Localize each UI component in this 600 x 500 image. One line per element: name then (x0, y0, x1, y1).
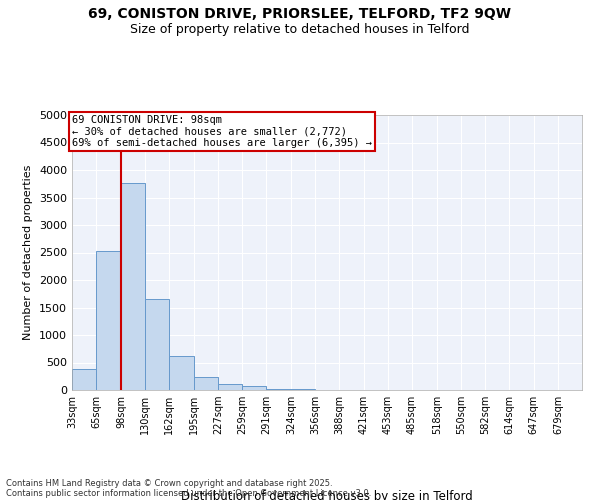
X-axis label: Distribution of detached houses by size in Telford: Distribution of detached houses by size … (181, 490, 473, 500)
Text: Size of property relative to detached houses in Telford: Size of property relative to detached ho… (130, 22, 470, 36)
Bar (194, 378, 218, 390)
Bar (72, 370, 96, 390)
Bar (242, 386, 266, 390)
Bar (266, 389, 291, 390)
Text: Contains public sector information licensed under the Open Government Licence v3: Contains public sector information licen… (6, 488, 371, 498)
Text: Contains HM Land Registry data © Crown copyright and database right 2025.: Contains HM Land Registry data © Crown c… (6, 478, 332, 488)
Bar (121, 183, 145, 390)
Text: 69, CONISTON DRIVE, PRIORSLEE, TELFORD, TF2 9QW: 69, CONISTON DRIVE, PRIORSLEE, TELFORD, … (89, 8, 511, 22)
Bar (145, 299, 169, 390)
Bar (218, 384, 242, 390)
Bar (169, 356, 194, 390)
Bar (96, 251, 121, 390)
Y-axis label: Number of detached properties: Number of detached properties (23, 165, 34, 340)
Text: 69 CONISTON DRIVE: 98sqm
← 30% of detached houses are smaller (2,772)
69% of sem: 69 CONISTON DRIVE: 98sqm ← 30% of detach… (72, 115, 372, 148)
